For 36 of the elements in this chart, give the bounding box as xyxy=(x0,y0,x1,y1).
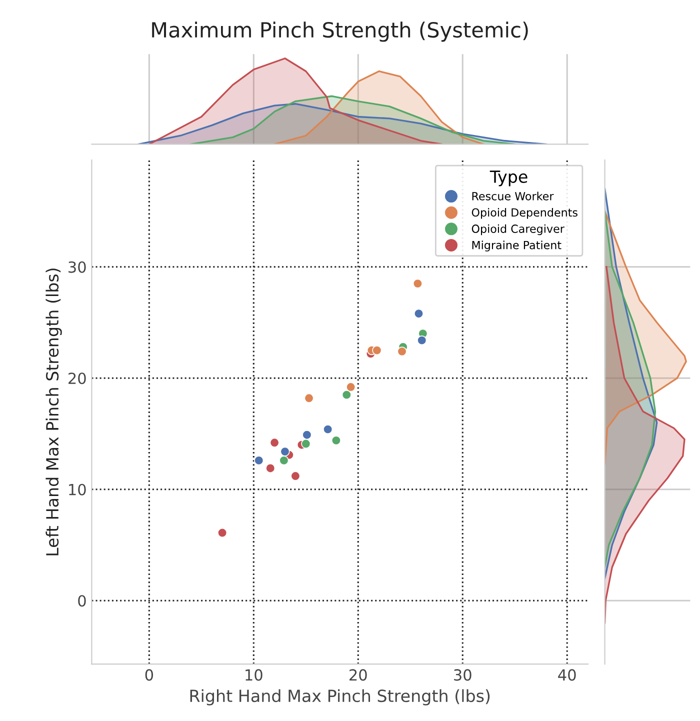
point xyxy=(342,390,352,400)
point xyxy=(414,308,424,318)
point xyxy=(331,436,342,446)
x-tick-label: 0 xyxy=(145,669,154,681)
point xyxy=(254,456,264,466)
x-tick-label: 20 xyxy=(350,669,367,681)
legend-title: Type xyxy=(490,170,528,186)
legend-label: Migraine Patient xyxy=(472,240,562,252)
point xyxy=(217,528,228,538)
point xyxy=(279,456,289,466)
point xyxy=(304,393,314,403)
point xyxy=(417,335,427,346)
chart-title: Maximum Pinch Strength (Systemic) xyxy=(152,22,528,42)
y-tick-label: 0 xyxy=(78,595,86,607)
y-axis-title: Left Hand Max Pinch Strength (lbs) xyxy=(46,268,62,556)
legend-label: Rescue Worker xyxy=(472,192,554,200)
point xyxy=(270,438,280,448)
point xyxy=(266,463,276,474)
x-axis-title: Right Hand Max Pinch Strength (lbs) xyxy=(190,689,490,706)
legend-label: Opioid Caregiver xyxy=(472,224,564,236)
x-tick-label: 10 xyxy=(246,669,262,681)
point xyxy=(346,382,356,392)
point xyxy=(302,430,312,440)
x-tick-label: 30 xyxy=(454,669,472,681)
y-tick-label: 20 xyxy=(68,372,86,384)
point xyxy=(301,438,311,449)
x-tick-label: 40 xyxy=(558,669,576,681)
point xyxy=(372,345,382,356)
point xyxy=(412,278,422,288)
y-tick-label: 10 xyxy=(69,484,86,496)
point xyxy=(280,446,290,456)
point xyxy=(290,471,300,481)
legend-label: Opioid Dependents xyxy=(472,208,578,219)
point xyxy=(323,424,333,434)
y-tick-label: 30 xyxy=(68,261,86,273)
point xyxy=(397,346,407,356)
